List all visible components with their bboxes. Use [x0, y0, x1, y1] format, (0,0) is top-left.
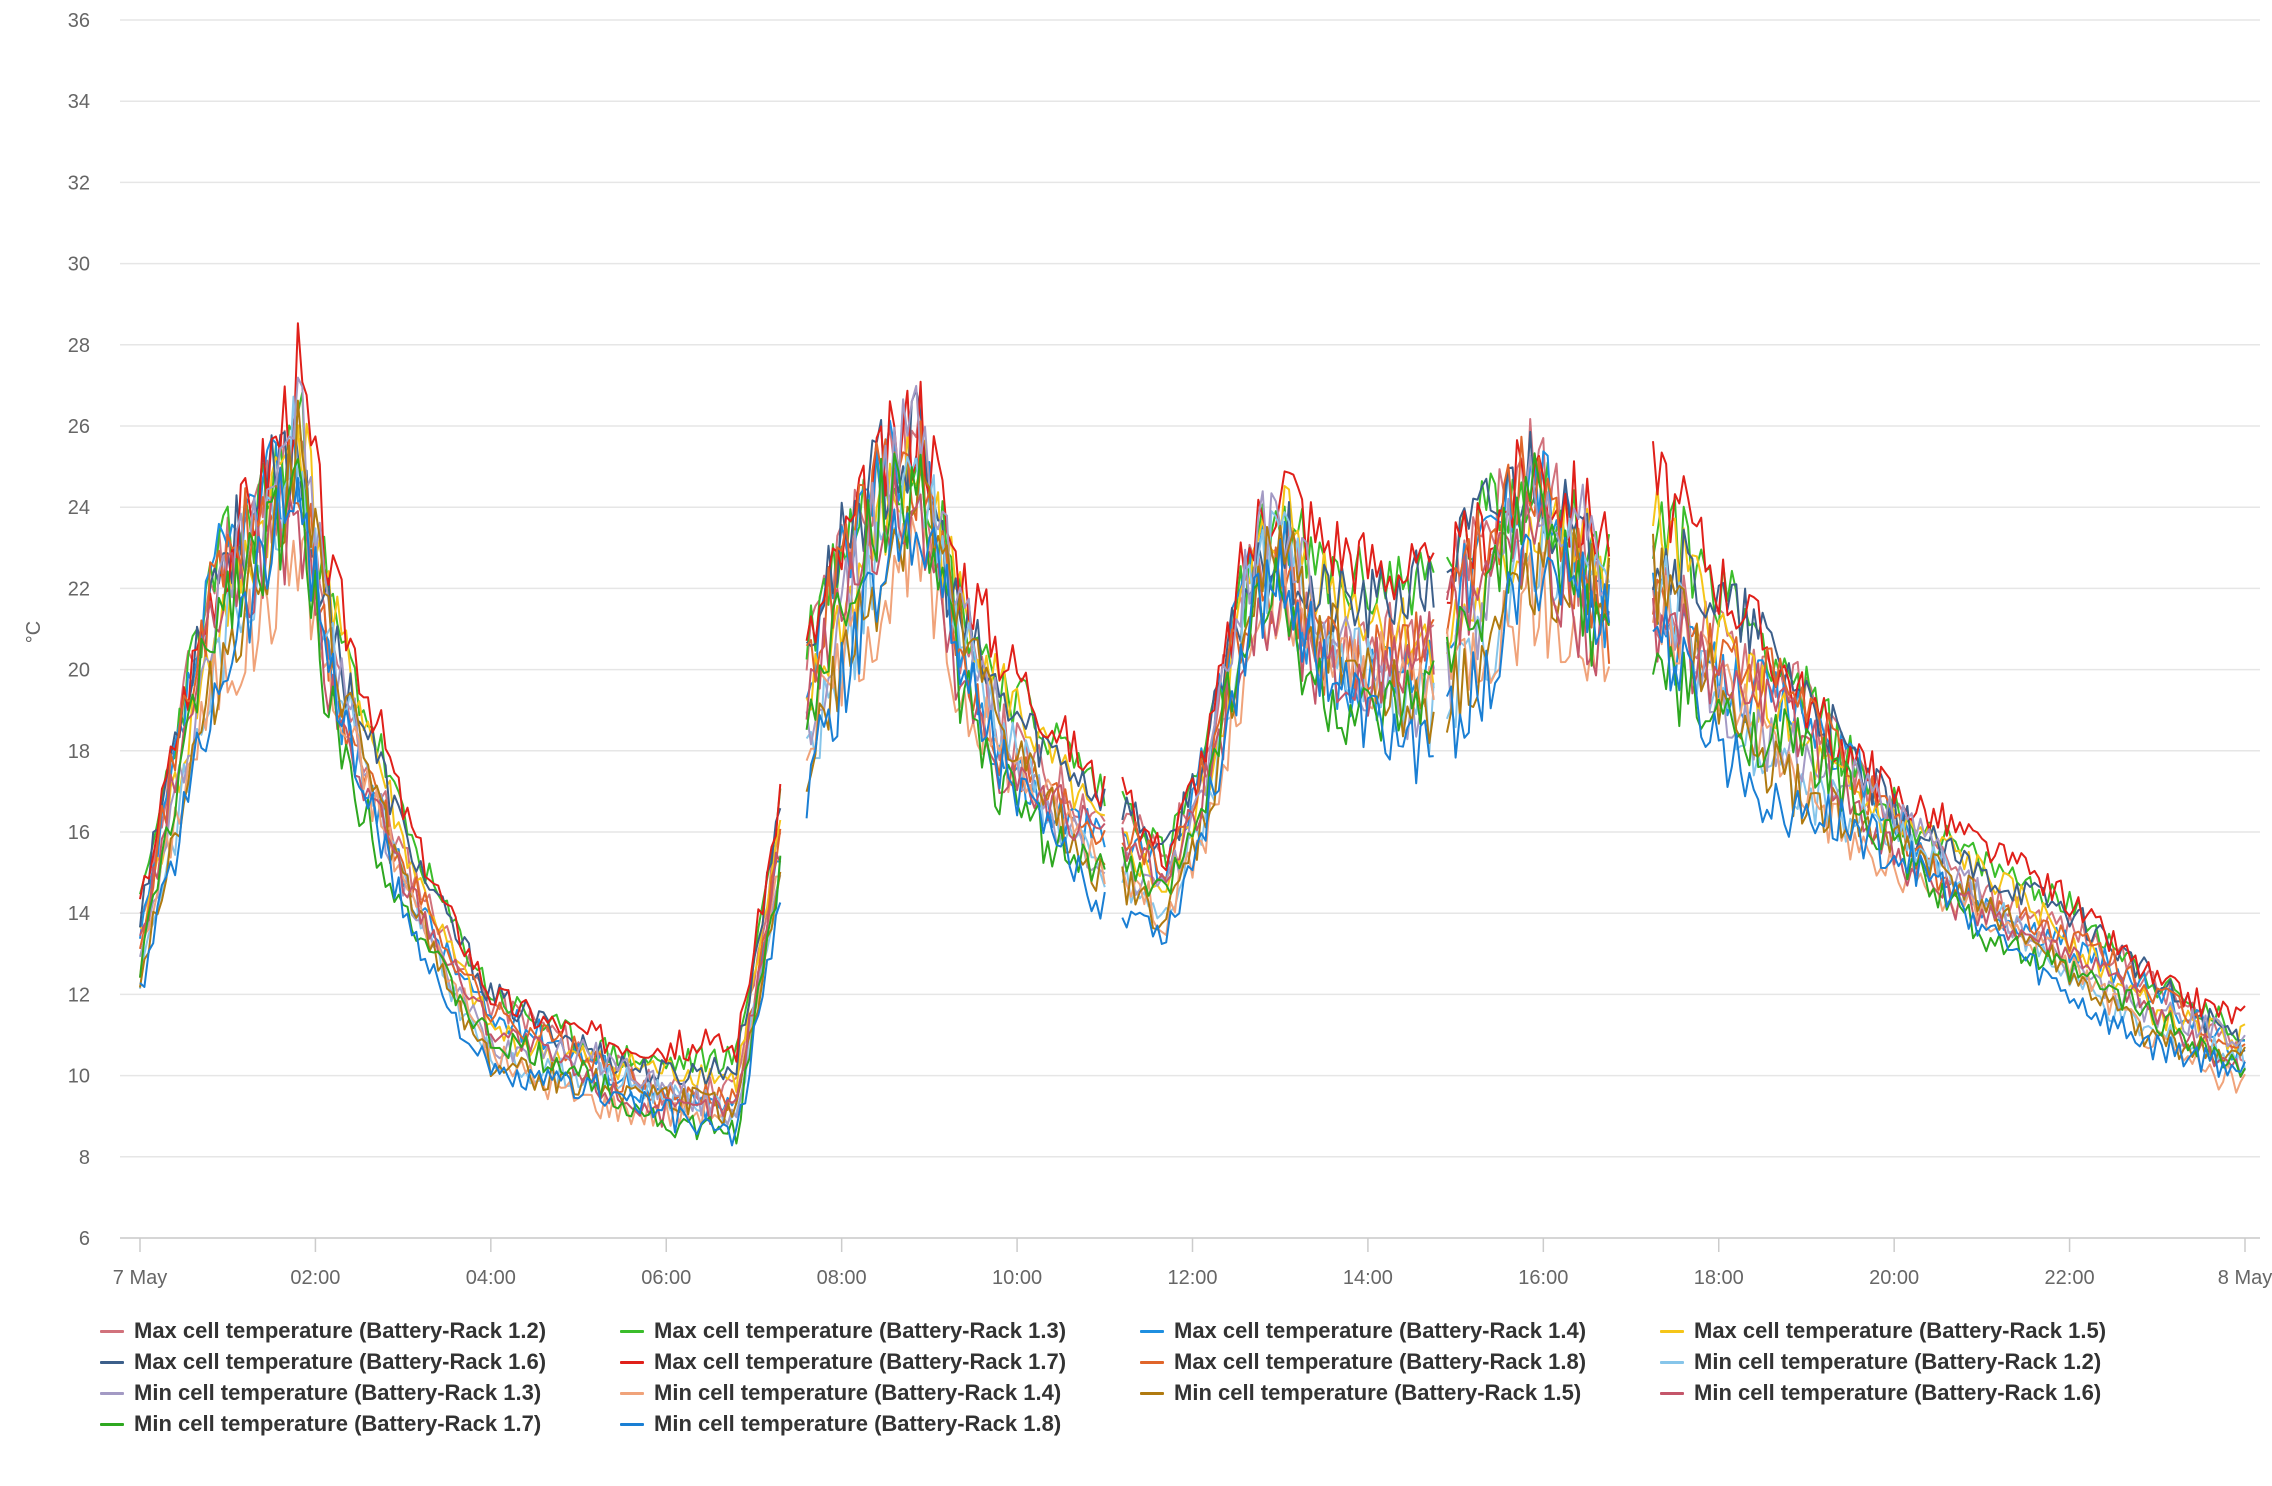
legend-item[interactable]: Min cell temperature (Battery-Rack 1.5) [1140, 1380, 1581, 1406]
legend-item[interactable]: Min cell temperature (Battery-Rack 1.2) [1660, 1349, 2101, 1375]
legend-item[interactable]: Max cell temperature (Battery-Rack 1.7) [620, 1349, 1066, 1375]
legend-swatch [100, 1329, 124, 1333]
y-tick-label: 8 [79, 1147, 90, 1169]
legend-swatch [1660, 1329, 1684, 1333]
legend-swatch [1660, 1391, 1684, 1395]
legend-item[interactable]: Max cell temperature (Battery-Rack 1.5) [1660, 1318, 2106, 1344]
x-tick-label: 02:00 [290, 1267, 340, 1289]
legend-label: Min cell temperature (Battery-Rack 1.6) [1694, 1380, 2102, 1405]
y-tick-label: 16 [68, 822, 90, 844]
series-line-14[interactable] [139, 467, 2246, 1147]
x-tick-label: 8 May [2218, 1267, 2272, 1289]
legend-swatch [100, 1391, 124, 1395]
y-tick-label: 32 [68, 172, 90, 194]
series-line-10[interactable] [139, 516, 2246, 1127]
legend-item[interactable]: Max cell temperature (Battery-Rack 1.3) [620, 1318, 1066, 1344]
y-tick-label: 24 [68, 497, 90, 519]
y-tick-label: 22 [68, 578, 90, 600]
y-tick-label: 34 [68, 91, 90, 113]
x-tick-label: 22:00 [2045, 1267, 2095, 1289]
y-tick-label: 18 [68, 741, 90, 763]
series-line-12[interactable] [139, 467, 2246, 1128]
x-tick-label: 14:00 [1343, 1267, 1393, 1289]
series-line-9[interactable] [139, 376, 2246, 1126]
legend-item[interactable]: Min cell temperature (Battery-Rack 1.8) [620, 1411, 1061, 1437]
x-tick-label: 7 May [113, 1267, 167, 1289]
legend-swatch [620, 1422, 644, 1426]
y-tick-label: 30 [68, 254, 90, 276]
legend-item[interactable]: Min cell temperature (Battery-Rack 1.4) [620, 1380, 1061, 1406]
x-tick-label: 20:00 [1869, 1267, 1919, 1289]
legend-item[interactable]: Max cell temperature (Battery-Rack 1.2) [100, 1318, 546, 1344]
legend-label: Max cell temperature (Battery-Rack 1.6) [134, 1349, 547, 1374]
legend-swatch [100, 1360, 124, 1364]
legend-item[interactable]: Max cell temperature (Battery-Rack 1.8) [1140, 1349, 1586, 1375]
y-tick-label: 12 [68, 984, 90, 1006]
y-tick-label: 36 [68, 10, 90, 32]
legend-label: Min cell temperature (Battery-Rack 1.2) [1694, 1349, 2102, 1374]
legend-swatch [1660, 1360, 1684, 1364]
legend-label: Min cell temperature (Battery-Rack 1.7) [134, 1411, 542, 1436]
y-tick-label: 10 [68, 1066, 90, 1088]
legend-swatch [1140, 1329, 1164, 1333]
x-tick-label: 08:00 [817, 1267, 867, 1289]
legend-label: Max cell temperature (Battery-Rack 1.5) [1694, 1318, 2107, 1343]
y-tick-label: 28 [68, 335, 90, 357]
legend-label: Min cell temperature (Battery-Rack 1.3) [134, 1380, 542, 1405]
legend-label: Max cell temperature (Battery-Rack 1.2) [134, 1318, 547, 1343]
series-line-7[interactable] [139, 420, 2246, 1116]
series-lines [139, 322, 2246, 1147]
legend-swatch [620, 1360, 644, 1364]
legend-swatch [100, 1422, 124, 1426]
series-line-5[interactable] [139, 388, 2246, 1086]
legend-label: Max cell temperature (Battery-Rack 1.3) [654, 1318, 1067, 1343]
y-tick-label: 14 [68, 903, 90, 925]
x-tick-label: 06:00 [641, 1267, 691, 1289]
x-axis: 7 May 02:00 04:00 06:00 08:00 10:00 12:00 14:00… [113, 1237, 2272, 1289]
series-line-6[interactable] [139, 322, 2246, 1063]
legend-swatch [620, 1329, 644, 1333]
legend-label: Max cell temperature (Battery-Rack 1.8) [1174, 1349, 1587, 1374]
legend-label: Max cell temperature (Battery-Rack 1.7) [654, 1349, 1067, 1374]
legend-label: Min cell temperature (Battery-Rack 1.4) [654, 1380, 1062, 1405]
x-tick-label: 04:00 [466, 1267, 516, 1289]
grid-lines: 6 8 10 12 14 16 18 20 22 24 26 28 30 32 34 36 [68, 10, 2260, 1250]
x-tick-label: 12:00 [1167, 1267, 1217, 1289]
x-tick-label: 18:00 [1694, 1267, 1744, 1289]
legend-label: Max cell temperature (Battery-Rack 1.4) [1174, 1318, 1587, 1343]
legend-item[interactable]: Min cell temperature (Battery-Rack 1.6) [1660, 1380, 2101, 1406]
y-tick-label: 20 [68, 660, 90, 682]
legend-item[interactable]: Max cell temperature (Battery-Rack 1.6) [100, 1349, 546, 1375]
legend-swatch [620, 1391, 644, 1395]
legend-swatch [1140, 1391, 1164, 1395]
legend-label: Min cell temperature (Battery-Rack 1.8) [654, 1411, 1062, 1436]
series-line-13[interactable] [139, 452, 2246, 1145]
legend-item[interactable]: Min cell temperature (Battery-Rack 1.3) [100, 1380, 541, 1406]
y-tick-label: 6 [79, 1228, 90, 1250]
legend-swatch [1140, 1360, 1164, 1364]
y-axis-title: °C [23, 621, 45, 643]
y-tick-label: 26 [68, 416, 90, 438]
legend-label: Min cell temperature (Battery-Rack 1.5) [1174, 1380, 1582, 1405]
legend-item[interactable]: Max cell temperature (Battery-Rack 1.4) [1140, 1318, 1586, 1344]
x-tick-label: 10:00 [992, 1267, 1042, 1289]
x-tick-label: 16:00 [1518, 1267, 1568, 1289]
legend-item[interactable]: Min cell temperature (Battery-Rack 1.7) [100, 1411, 541, 1437]
